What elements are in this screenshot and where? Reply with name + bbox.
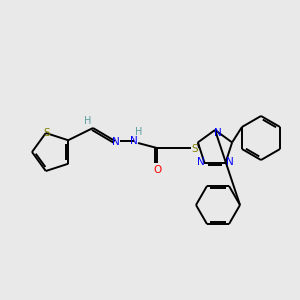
- Text: N: N: [214, 128, 222, 138]
- Text: N: N: [112, 137, 120, 147]
- Text: S: S: [192, 144, 198, 154]
- Text: N: N: [226, 157, 233, 166]
- Text: O: O: [153, 165, 161, 175]
- Text: N: N: [130, 136, 138, 146]
- Text: H: H: [84, 116, 92, 126]
- Text: N: N: [196, 157, 204, 166]
- Text: S: S: [44, 128, 50, 138]
- Text: H: H: [135, 127, 143, 137]
